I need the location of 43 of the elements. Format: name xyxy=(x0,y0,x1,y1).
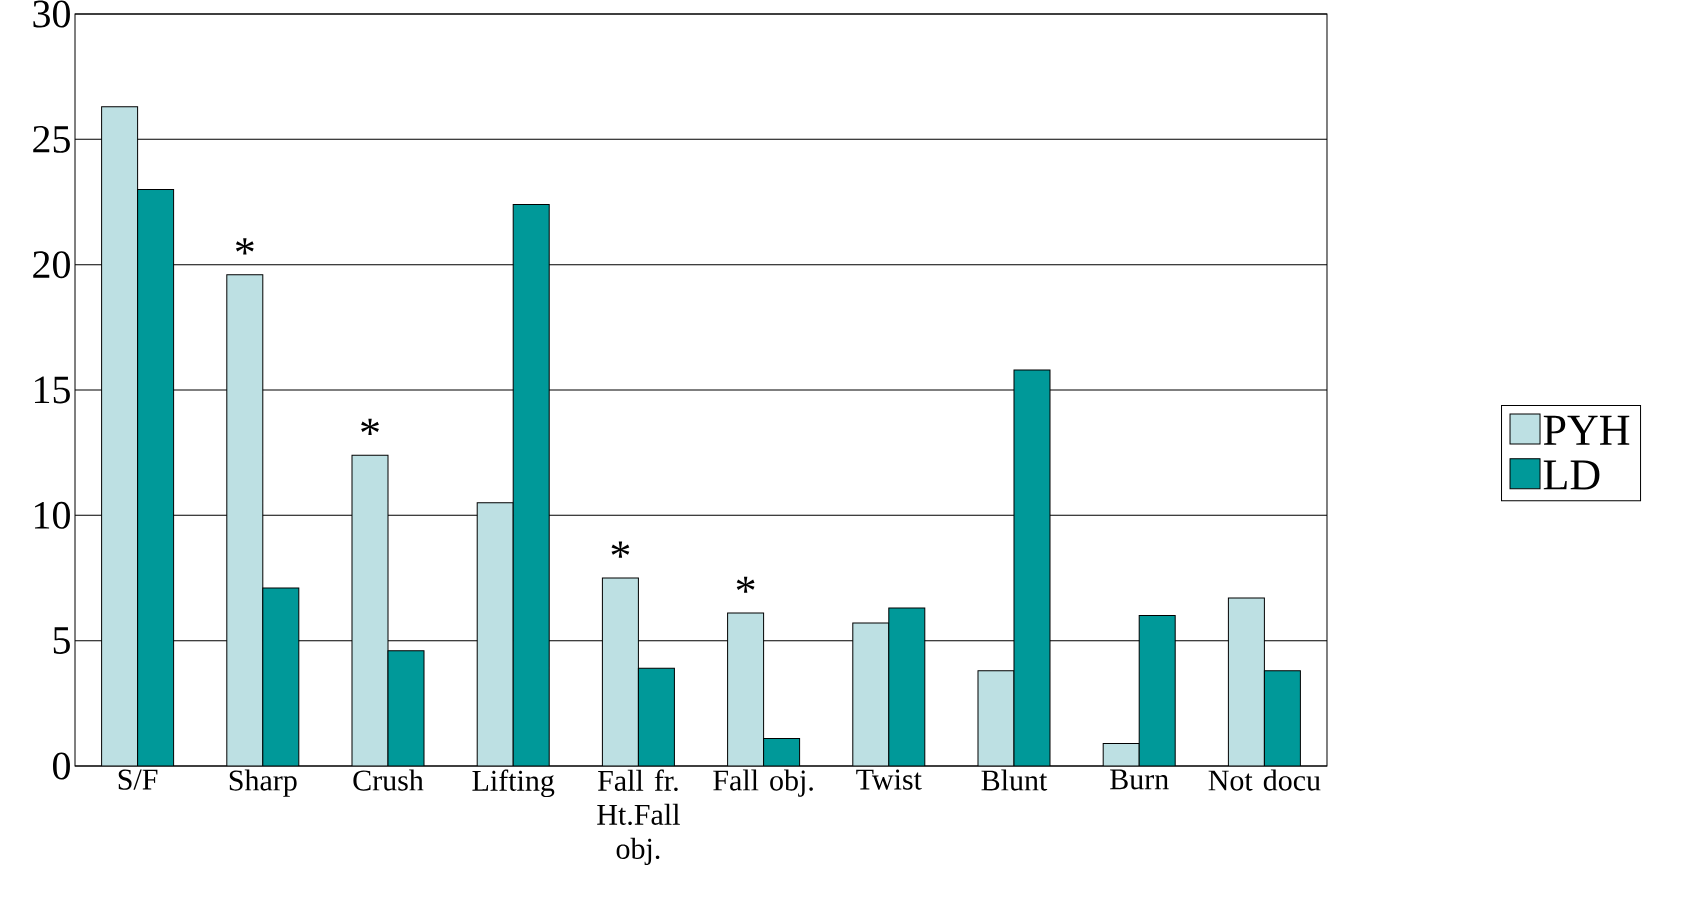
bar xyxy=(852,622,890,766)
x-tick-label: Lifting xyxy=(472,769,555,798)
x-tick-label: Burn xyxy=(1110,769,1169,790)
bar xyxy=(262,587,300,766)
annotation: * xyxy=(235,238,254,255)
bar xyxy=(1263,670,1301,766)
bar xyxy=(888,607,926,766)
bar xyxy=(1227,597,1265,766)
bar xyxy=(1013,369,1051,766)
bar xyxy=(727,612,765,766)
y-tick-label: 25 xyxy=(33,125,70,153)
y-tick-label: 20 xyxy=(33,251,70,279)
bar xyxy=(637,667,675,766)
x-tick-label: Twist xyxy=(856,769,922,790)
bar xyxy=(977,670,1015,766)
y-tick-label: 10 xyxy=(34,501,70,529)
bar xyxy=(601,577,639,766)
bar xyxy=(137,188,175,766)
y-tick-label: 15 xyxy=(34,376,70,404)
y-tick-label: 30 xyxy=(33,0,70,28)
bar xyxy=(1138,615,1176,766)
y-tick-label: 5 xyxy=(53,627,70,654)
annotation: * xyxy=(736,576,755,593)
annotation: * xyxy=(361,418,379,435)
y-tick-label: 0 xyxy=(53,752,70,780)
bar xyxy=(226,274,264,766)
legend-label: LD xyxy=(1543,460,1600,490)
bar xyxy=(512,204,550,766)
x-tick-label: Fall obj. xyxy=(713,769,813,797)
annotation: * xyxy=(611,541,630,558)
x-tick-label: Fall fr. Ht.Fall obj. xyxy=(597,769,680,866)
bar xyxy=(763,737,801,766)
x-tick-label: S/F xyxy=(118,769,158,790)
bar xyxy=(476,502,514,766)
x-tick-label: Blunt xyxy=(981,769,1048,791)
bar xyxy=(351,454,389,766)
bar xyxy=(101,106,139,766)
x-tick-label: Not docu xyxy=(1208,769,1321,791)
bar xyxy=(387,650,425,766)
x-tick-label: Sharp xyxy=(229,769,297,797)
x-tick-label: Crush xyxy=(353,769,424,791)
legend-label: PYH xyxy=(1543,415,1630,445)
bar xyxy=(1102,742,1140,766)
